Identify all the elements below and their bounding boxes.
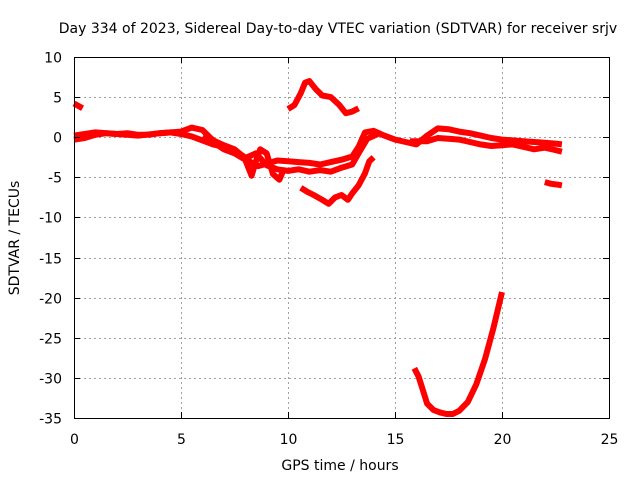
y-tick-label: 10 [44,51,62,67]
x-tick-label: 25 [601,432,619,448]
y-tick-label: -20 [39,292,62,308]
axis-ticks [74,57,610,419]
series-segment-9 [411,291,505,417]
chart-title: Day 334 of 2023, Sidereal Day-to-day VTE… [59,21,617,37]
y-tick-label: -10 [39,211,62,227]
y-axis-label: SDTVAR / TECUs [7,181,23,296]
series-segment-4 [201,134,287,183]
x-tick-labels: 0 5 10 15 20 25 [70,432,618,448]
series-segment-7 [410,135,563,155]
series-segment-6 [299,155,376,207]
series-segment-1 [72,100,85,111]
x-tick-label: 0 [70,432,79,448]
x-tick-label: 10 [280,432,298,448]
y-tick-labels: 10 5 0 -5 -10 -15 -20 -25 -30 -35 [39,51,62,428]
y-tick-label: -15 [39,252,62,268]
series-segment-5 [286,78,360,117]
grid-lines [74,57,609,418]
y-tick-label: -25 [39,332,62,348]
series-segment-8 [544,179,563,189]
data-series [72,78,563,417]
x-axis-label: GPS time / hours [281,458,398,474]
x-tick-label: 5 [177,432,186,448]
y-tick-label: -30 [39,372,62,388]
x-tick-label: 20 [494,432,512,448]
y-tick-label: 5 [53,91,62,107]
y-tick-label: 0 [53,131,62,147]
x-tick-label: 15 [387,432,405,448]
plot-frame [74,57,610,419]
y-tick-label: -35 [39,412,62,428]
y-tick-label: -5 [48,171,62,187]
